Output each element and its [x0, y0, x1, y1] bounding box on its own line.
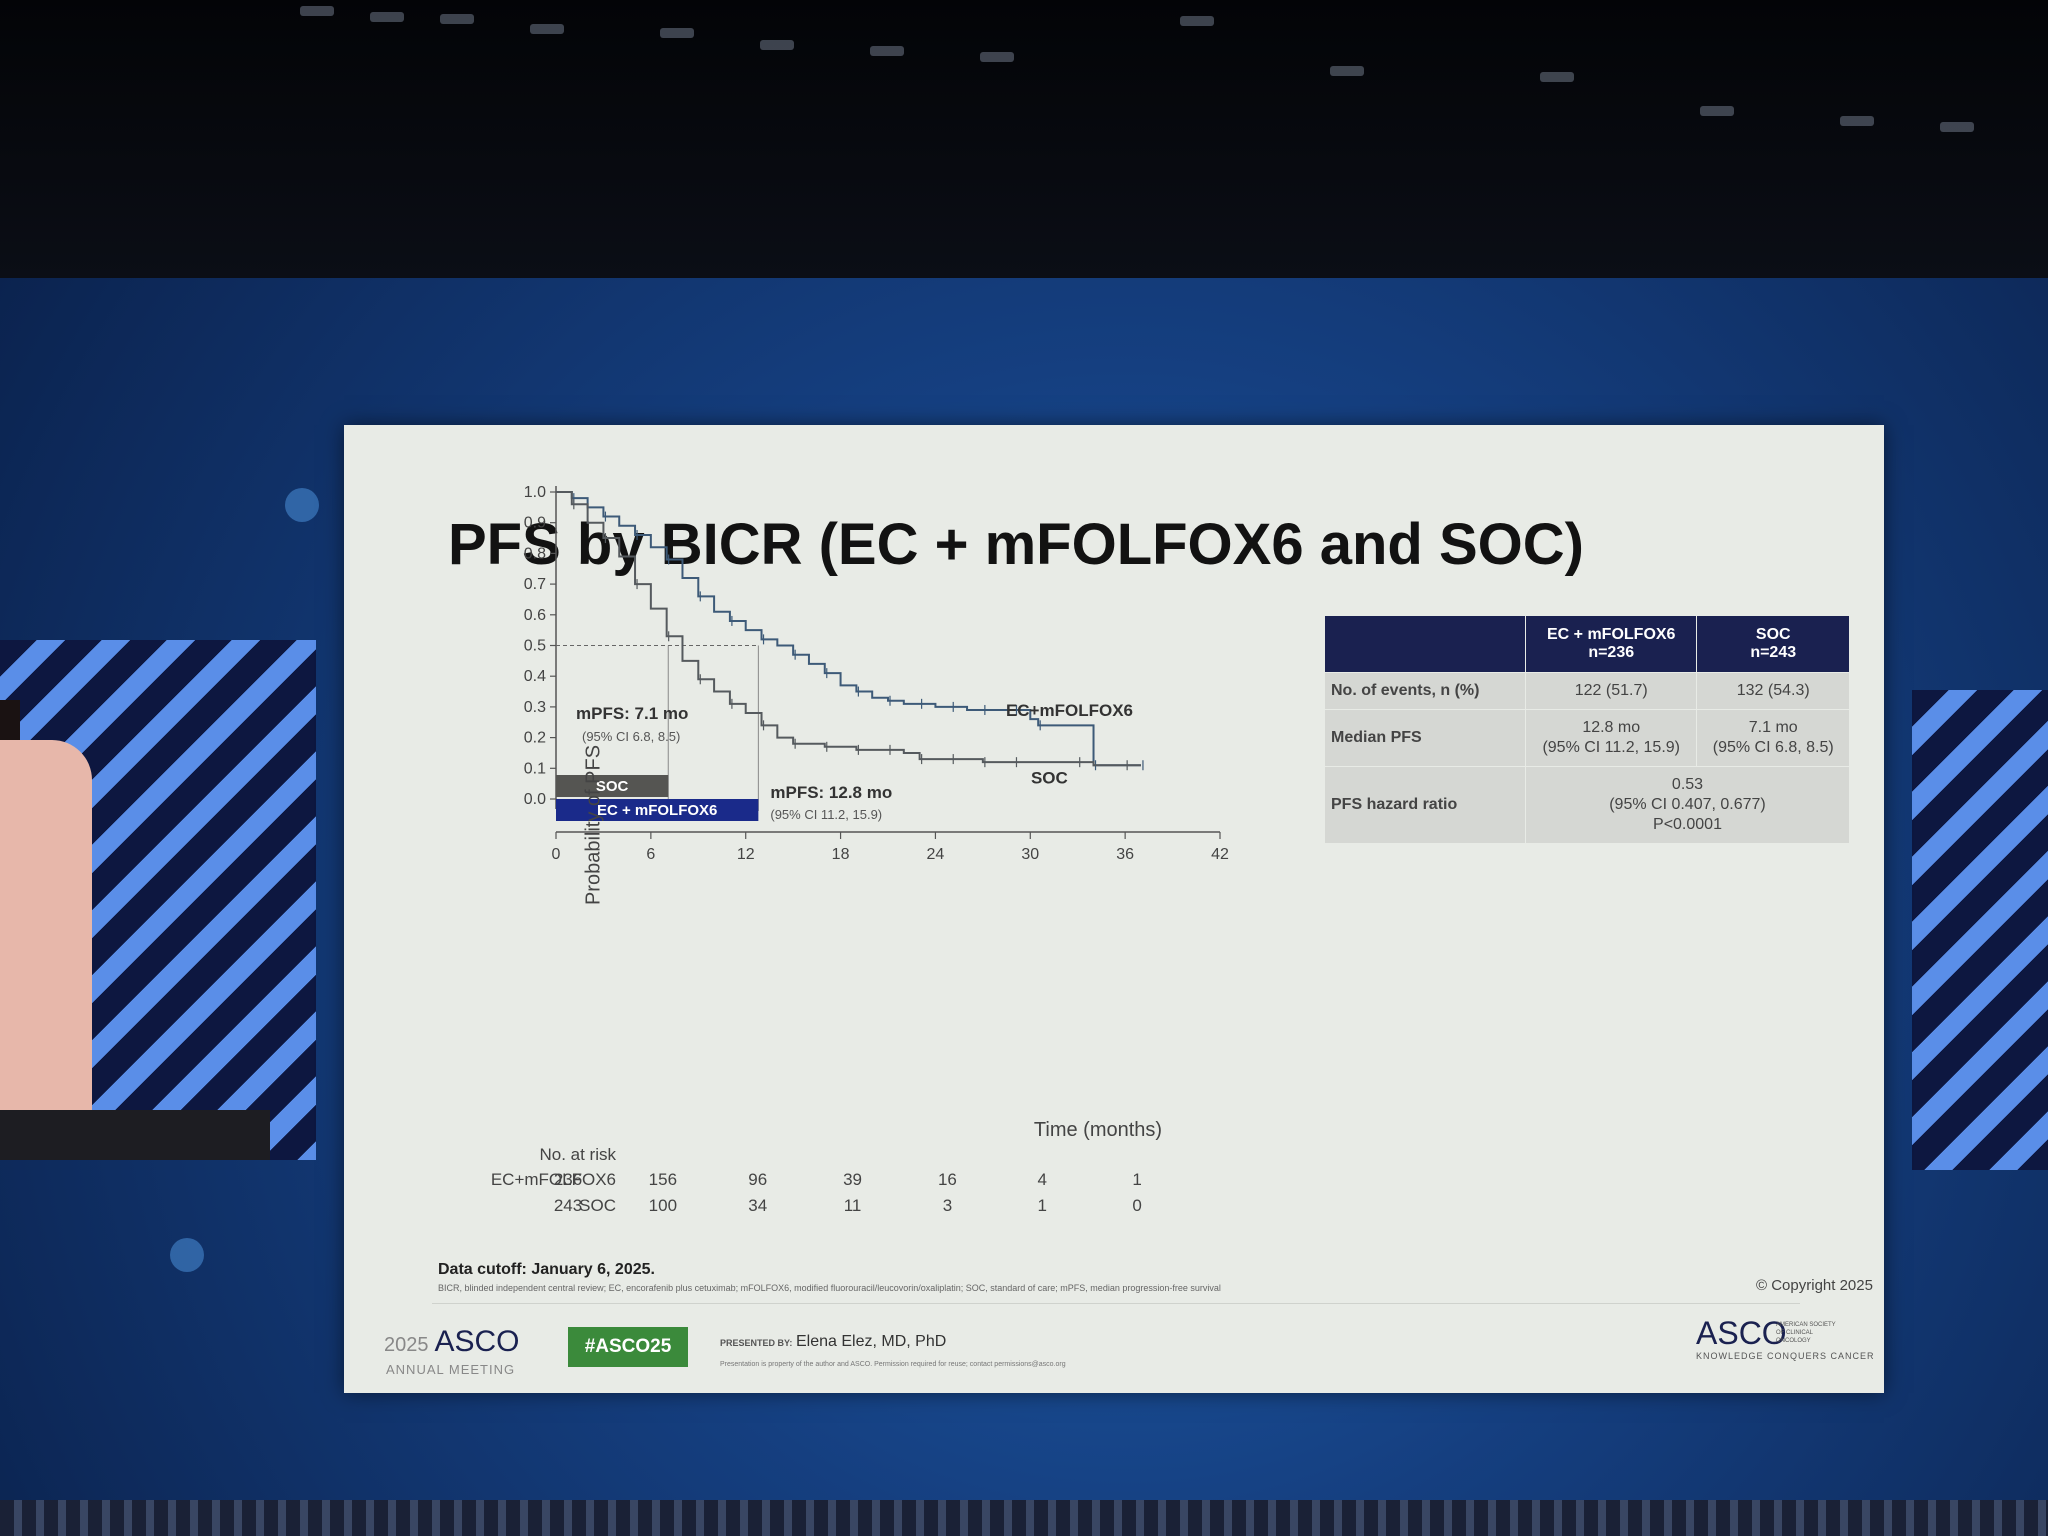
x-tick-label: 18 — [832, 846, 850, 863]
meeting-name: ASCO — [434, 1325, 520, 1358]
projected-slide: PFS by BICR (EC + mFOLFOX6 and SOC) 0.0 0… — [344, 425, 1884, 1393]
risk-value: 100 — [648, 1196, 678, 1215]
risk-value: 16 — [937, 1170, 957, 1189]
row-label-hazard-ratio: PFS hazard ratio — [1324, 766, 1526, 844]
cell-events-ec: 122 (51.7) — [1524, 672, 1698, 710]
cell-median-soc: 7.1 mo (95% CI 6.8, 8.5) — [1696, 709, 1850, 767]
ec-median-bar-label: EC + mFOLFOX6 — [597, 802, 717, 819]
soc-median-bar — [556, 775, 669, 797]
stage-bottom — [0, 1500, 2048, 1536]
y-tick-label: 0.3 — [524, 699, 546, 716]
y-tick-label: 0.6 — [524, 607, 546, 624]
row-label-median-pfs: Median PFS — [1324, 709, 1526, 767]
risk-value: 11 — [843, 1196, 862, 1215]
property-note: Presentation is property of the author a… — [720, 1361, 1066, 1368]
risk-value: 3 — [942, 1196, 953, 1215]
y-tick-label: 0.4 — [524, 668, 546, 685]
risk-value: 156 — [648, 1170, 678, 1189]
ec-mfolfox6-curve — [556, 491, 1141, 767]
y-tick-label: 0.1 — [524, 760, 546, 777]
asco-tagline: KNOWLEDGE CONQUERS CANCER — [1696, 1351, 1875, 1361]
asco-society-name: AMERICAN SOCIETY OF CLINICAL ONCOLOGY — [1776, 1322, 1836, 1344]
ec-mpfs-annotation: mPFS: 12.8 mo — [770, 783, 892, 802]
legend-ec-mfolfox6: EC+mFOLFOX6 — [1006, 701, 1133, 720]
presenter-figure — [0, 740, 92, 1120]
y-tick-label: 0.5 — [524, 638, 546, 655]
x-tick-label: 6 — [646, 846, 655, 863]
soc-mpfs-ci: (95% CI 6.8, 8.5) — [582, 729, 680, 744]
y-tick-label: 0.8 — [524, 545, 546, 562]
risk-value: 236 — [553, 1170, 583, 1189]
cell-hazard-ratio: 0.53 (95% CI 0.407, 0.677) P<0.0001 — [1525, 766, 1850, 844]
risk-value: 34 — [748, 1196, 768, 1215]
table-header-ec-text: EC + mFOLFOX6 n=236 — [1546, 626, 1676, 661]
risk-table-title: No. at risk — [539, 1145, 616, 1164]
x-tick-label: 0 — [552, 846, 561, 863]
soc-mpfs-annotation: mPFS: 7.1 mo — [576, 704, 688, 723]
presented-by-label: PRESENTED BY: — [720, 1338, 793, 1348]
soc-median-bar-label: SOC — [596, 778, 629, 795]
table-row: No. of events, n (%) 122 (51.7) 132 (54.… — [1324, 672, 1850, 710]
x-axis-label: Time (months) — [1033, 1119, 1163, 1141]
ec-median-bar — [556, 799, 759, 821]
table-row: Median PFS 12.8 mo (95% CI 11.2, 15.9) 7… — [1324, 709, 1850, 767]
risk-value: 243 — [553, 1196, 583, 1215]
risk-value: 0 — [1132, 1196, 1142, 1215]
y-axis-label: Probability of PFS — [582, 744, 605, 906]
risk-value: 4 — [1037, 1170, 1048, 1189]
copyright: © Copyright 2025 — [1756, 1277, 1873, 1294]
footer-divider — [432, 1303, 1800, 1304]
ceiling-background — [0, 0, 2048, 280]
y-tick-label: 0.7 — [524, 576, 546, 593]
stripes-right — [1912, 690, 2048, 1170]
y-tick-label: 0.0 — [524, 791, 546, 808]
risk-value: 1 — [1132, 1170, 1142, 1189]
meeting-subtitle: ANNUAL MEETING — [386, 1362, 516, 1377]
risk-row-label: EC+mFOLFOX6 — [490, 1170, 616, 1189]
row-label-events: No. of events, n (%) — [1324, 672, 1526, 710]
risk-value: 96 — [748, 1170, 768, 1189]
table-header-ec: EC + mFOLFOX6 n=236 — [1524, 615, 1698, 673]
cell-median-ec: 12.8 mo (95% CI 11.2, 15.9) — [1524, 709, 1698, 767]
soc-curve — [556, 491, 1141, 767]
asco-society-logo: ASCO — [1696, 1315, 1787, 1351]
data-cutoff-note: Data cutoff: January 6, 2025. — [438, 1261, 655, 1278]
table-row: PFS hazard ratio 0.53 (95% CI 0.407, 0.6… — [1324, 766, 1850, 844]
y-tick-label: 1.0 — [524, 484, 546, 501]
asco-meeting-logo: 2025 ASCO — [384, 1325, 520, 1359]
y-tick-label: 0.2 — [524, 730, 546, 747]
slide-title: PFS by BICR (EC + mFOLFOX6 and SOC) — [448, 512, 1584, 577]
risk-row-label: SOC — [579, 1196, 616, 1215]
x-tick-label: 42 — [1211, 846, 1229, 863]
x-tick-label: 24 — [927, 846, 945, 863]
risk-value: 1 — [1037, 1196, 1048, 1215]
meeting-year: 2025 — [384, 1334, 429, 1356]
table-header-empty — [1324, 615, 1526, 673]
cell-events-soc: 132 (54.3) — [1696, 672, 1850, 710]
table-header-row: EC + mFOLFOX6 n=236 SOC n=243 — [1324, 615, 1850, 673]
table-header-soc-text: SOC n=243 — [1750, 626, 1797, 661]
x-tick-label: 12 — [737, 846, 755, 863]
podium — [0, 1110, 270, 1160]
table-header-soc: SOC n=243 — [1696, 615, 1850, 673]
ec-mpfs-ci: (95% CI 11.2, 15.9) — [770, 807, 882, 822]
pfs-stats-table: EC + mFOLFOX6 n=236 SOC n=243 No. of eve… — [1324, 615, 1850, 844]
km-chart: 0.0 0.1 0.2 0.3 0.4 0.5 0.6 0.7 0.8 0.9 1.0 0 6 12 18 2… — [524, 484, 1229, 863]
legend-soc: SOC — [1031, 769, 1068, 788]
x-tick-label: 30 — [1021, 846, 1039, 863]
abbreviations-note: BICR, blinded independent central review… — [438, 1283, 1221, 1293]
x-tick-label: 36 — [1116, 846, 1134, 863]
risk-value: 39 — [843, 1170, 863, 1189]
presenter-name: Elena Elez, MD, PhD — [796, 1333, 947, 1350]
y-tick-label: 0.9 — [524, 515, 546, 532]
hashtag-badge: #ASCO25 — [568, 1327, 688, 1367]
